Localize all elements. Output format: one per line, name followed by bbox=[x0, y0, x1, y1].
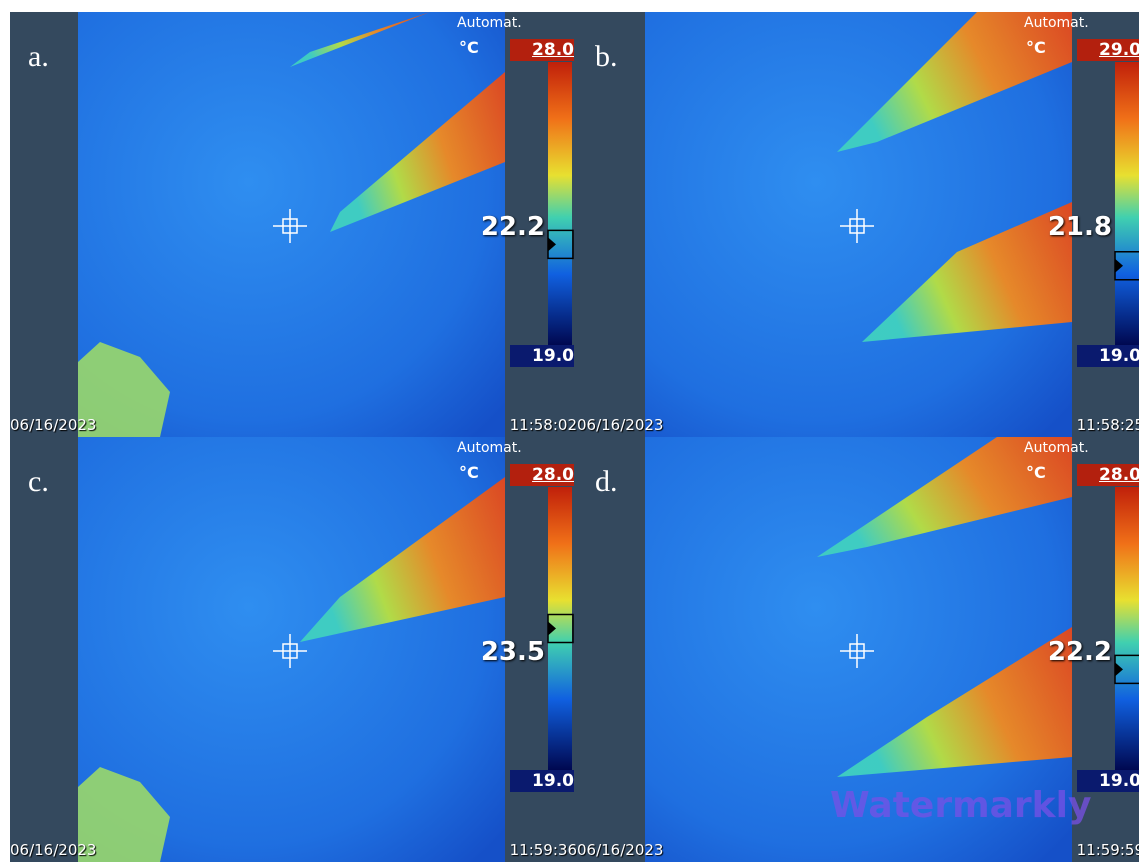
center-temp: 22.2 bbox=[465, 212, 545, 242]
thermal-panel: a. Automat. °C 28.0 19.0 22.2 06/16/2023 11:58:… bbox=[10, 12, 577, 437]
time: 11:58:02 bbox=[510, 416, 577, 434]
mode: Automat. bbox=[1024, 440, 1089, 456]
time: 11:58:25 bbox=[1077, 416, 1139, 434]
temp-max: 28.0 bbox=[1077, 464, 1139, 486]
panel-label: d. bbox=[595, 465, 618, 499]
temp-min: 19.0 bbox=[1077, 345, 1139, 367]
time: 11:59:59 bbox=[1077, 841, 1139, 859]
center-temp: 23.5 bbox=[465, 637, 545, 667]
panel-label: b. bbox=[595, 40, 618, 74]
center-temp: 22.2 bbox=[1032, 637, 1112, 667]
unit: °C bbox=[1026, 38, 1046, 57]
temp-max: 28.0 bbox=[510, 39, 574, 61]
watermark: Watermarkly bbox=[830, 785, 1091, 826]
temp-min: 19.0 bbox=[510, 770, 574, 792]
temp-min: 19.0 bbox=[510, 345, 574, 367]
mode: Automat. bbox=[457, 440, 522, 456]
mode: Automat. bbox=[1024, 15, 1089, 31]
panel-label: c. bbox=[28, 465, 49, 499]
image-shape bbox=[1115, 487, 1139, 770]
unit: °C bbox=[1026, 463, 1046, 482]
center-temp: 21.8 bbox=[1032, 212, 1112, 242]
image-shape bbox=[1115, 62, 1139, 345]
temp-max: 28.0 bbox=[510, 464, 574, 486]
page: {"panels": [ {"label": "a.", "mode": "Au… bbox=[0, 0, 1139, 857]
mode: Automat. bbox=[457, 15, 522, 31]
temp-max: 29.0 bbox=[1077, 39, 1139, 61]
date: 06/16/2023 bbox=[10, 841, 96, 859]
time: 11:59:36 bbox=[510, 841, 577, 859]
date: 06/16/2023 bbox=[10, 416, 96, 434]
unit: °C bbox=[459, 38, 479, 57]
image-shape bbox=[548, 62, 572, 345]
date: 06/16/2023 bbox=[577, 416, 663, 434]
panel-label: a. bbox=[28, 40, 49, 74]
thermal-panel: b. Automat. °C 29.0 19.0 21.8 06/16/2023 11:58:… bbox=[577, 12, 1139, 437]
date: 06/16/2023 bbox=[577, 841, 663, 859]
thermal-panel: c. Automat. °C 28.0 19.0 23.5 06/16/2023 11:59:… bbox=[10, 437, 577, 862]
unit: °C bbox=[459, 463, 479, 482]
